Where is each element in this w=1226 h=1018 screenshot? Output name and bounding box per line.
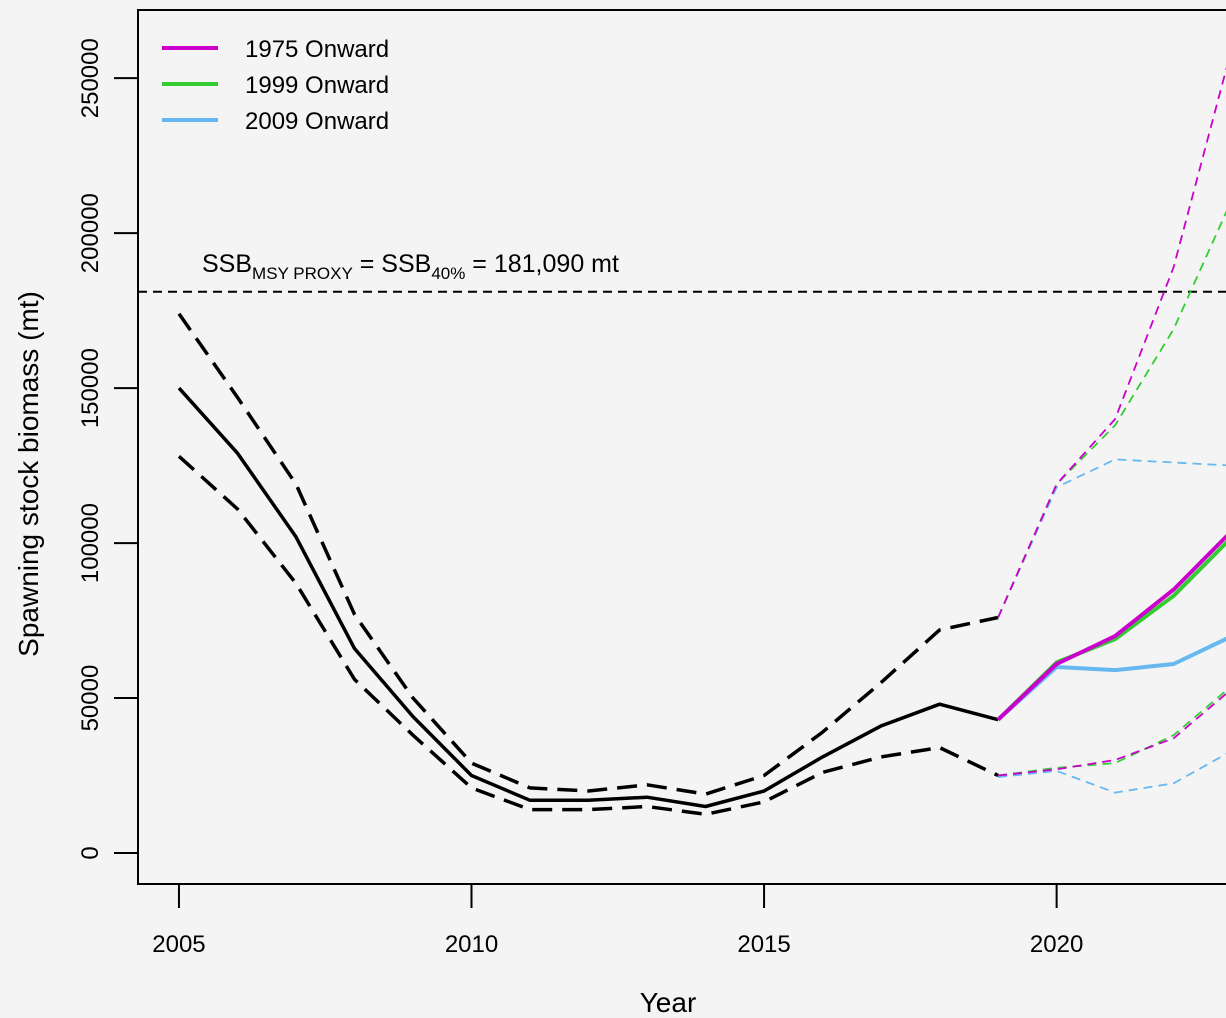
x-tick-label: 2020 xyxy=(1030,931,1083,958)
y-tick-label: 250000 xyxy=(77,38,104,118)
x-tick-label: 2010 xyxy=(445,931,498,958)
reference-label-text: = 181,090 mt xyxy=(465,250,619,278)
series-lower-ci-1975-onward xyxy=(998,692,1226,777)
axes-layer: 2005 2010 2015 2020 0 50000 100000 150000 200000… xyxy=(77,38,1083,958)
historical-lower-ci xyxy=(177,454,999,817)
plot-frame xyxy=(137,9,1226,885)
series-line-2009-onward xyxy=(996,636,1226,722)
y-tick-label: 150000 xyxy=(77,348,104,428)
series-layer xyxy=(177,66,1226,817)
legend-label: 2009 Onward xyxy=(245,108,389,135)
series-line-1999-onward xyxy=(996,540,1226,722)
series-upper-ci-2009-onward xyxy=(997,458,1226,618)
x-tick-label: 2015 xyxy=(737,931,790,958)
y-tick-label: 0 xyxy=(77,846,104,859)
reference-label-text: SSB xyxy=(202,250,252,278)
reference-label-subscript: MSY PROXY xyxy=(252,264,353,283)
y-tick-label: 200000 xyxy=(77,193,104,273)
reference-label-subscript: 40% xyxy=(431,264,465,283)
x-axis-title: Year xyxy=(640,987,697,1018)
legend-label: 1975 Onward xyxy=(245,36,389,63)
series-lower-ci-1999-onward xyxy=(997,689,1226,777)
y-tick-label: 50000 xyxy=(77,665,104,732)
series-upper-ci-1975-onward xyxy=(997,66,1226,618)
legend-label: 1999 Onward xyxy=(245,72,389,99)
y-tick-label: 100000 xyxy=(77,503,104,583)
historical-upper-ci xyxy=(177,312,999,796)
legend: 1975 Onward 1999 Onward 2009 Onward xyxy=(162,36,389,135)
series-line-1975-onward xyxy=(996,534,1226,722)
y-axis-title: Spawning stock biomass (mt) xyxy=(13,291,44,657)
series-upper-ci-1999-onward xyxy=(997,210,1226,618)
historical-line xyxy=(177,386,999,809)
reference-line-label: SSBMSY PROXY = SSB40% = 181,090 mt xyxy=(202,250,619,283)
reference-label-text: = SSB xyxy=(353,250,432,278)
series-lower-ci-2009-onward xyxy=(998,753,1226,794)
x-tick-label: 2005 xyxy=(152,931,205,958)
